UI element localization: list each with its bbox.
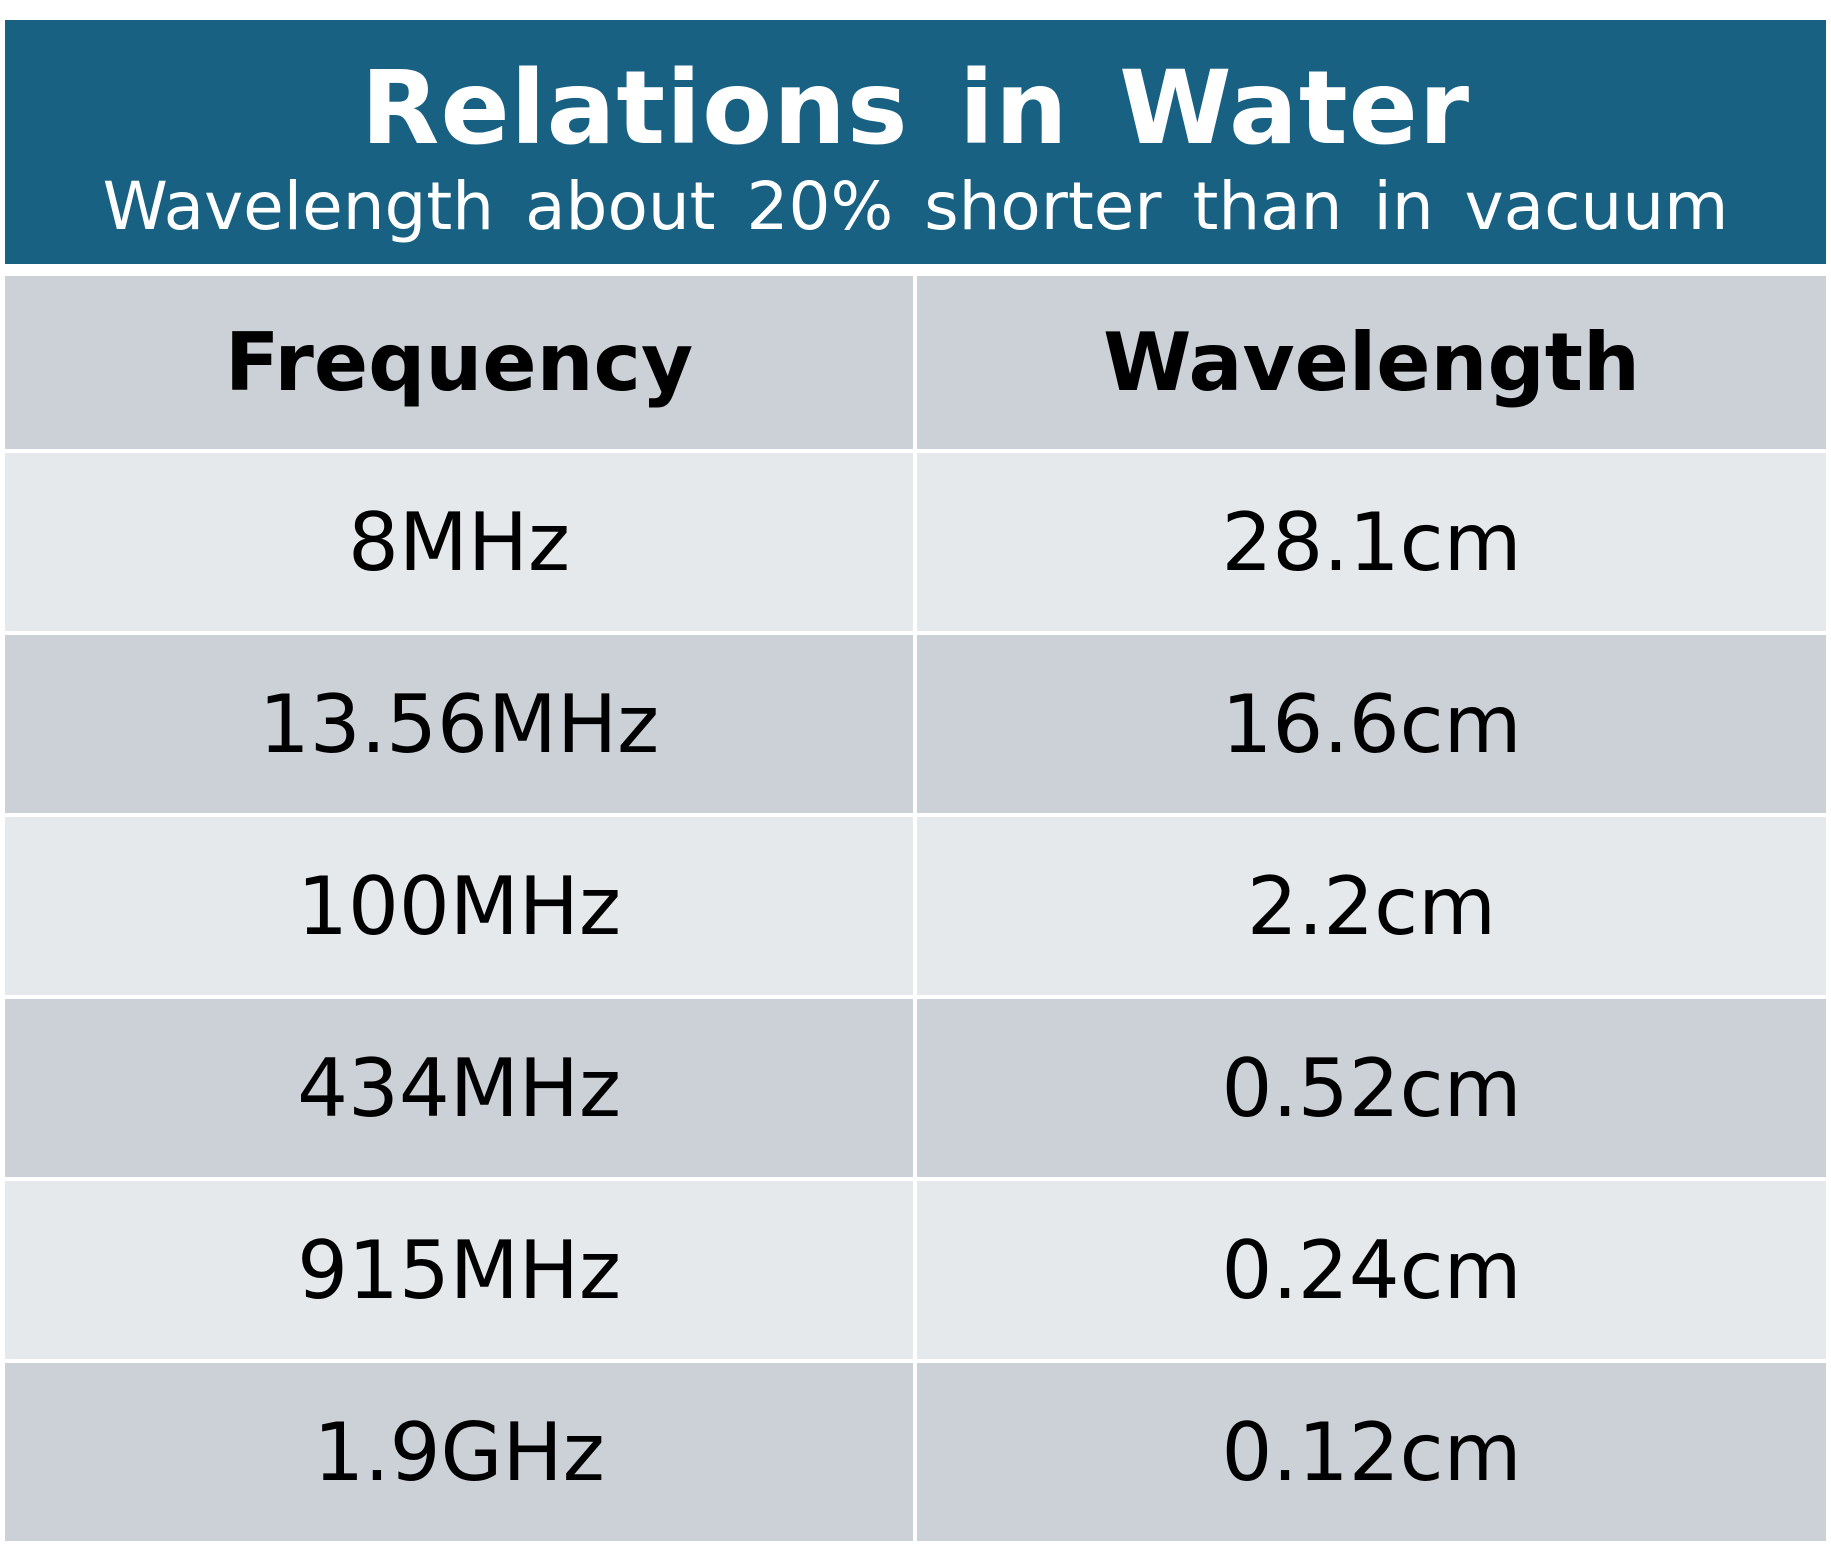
frequency-cell: 13.56MHz xyxy=(5,635,913,813)
frequency-cell: 1.9GHz xyxy=(5,1363,913,1541)
table-row: 1.9GHz 0.12cm xyxy=(5,1363,1826,1541)
wavelength-cell: 0.12cm xyxy=(917,1363,1826,1541)
wavelength-cell: 0.24cm xyxy=(917,1181,1826,1359)
page-title: Relations in Water xyxy=(360,49,1471,168)
page-subtitle: Wavelength about 20% shorter than in vac… xyxy=(102,168,1729,245)
column-header-frequency: Frequency xyxy=(5,276,913,449)
table-row: 8MHz 28.1cm xyxy=(5,453,1826,631)
table-row: 100MHz 2.2cm xyxy=(5,817,1826,995)
table-row: 915MHz 0.24cm xyxy=(5,1181,1826,1359)
title-banner: Relations in Water Wavelength about 20% … xyxy=(5,20,1826,264)
table-row: 13.56MHz 16.6cm xyxy=(5,635,1826,813)
column-header-wavelength: Wavelength xyxy=(917,276,1826,449)
frequency-cell: 434MHz xyxy=(5,999,913,1177)
wavelength-cell: 16.6cm xyxy=(917,635,1826,813)
table-header-row: Frequency Wavelength xyxy=(5,276,1826,449)
table-row: 434MHz 0.52cm xyxy=(5,999,1826,1177)
frequency-cell: 100MHz xyxy=(5,817,913,995)
frequency-cell: 8MHz xyxy=(5,453,913,631)
wavelength-cell: 2.2cm xyxy=(917,817,1826,995)
wavelength-cell: 28.1cm xyxy=(917,453,1826,631)
frequency-wavelength-table: Frequency Wavelength 8MHz 28.1cm 13.56MH… xyxy=(5,276,1826,1545)
wavelength-cell: 0.52cm xyxy=(917,999,1826,1177)
frequency-cell: 915MHz xyxy=(5,1181,913,1359)
